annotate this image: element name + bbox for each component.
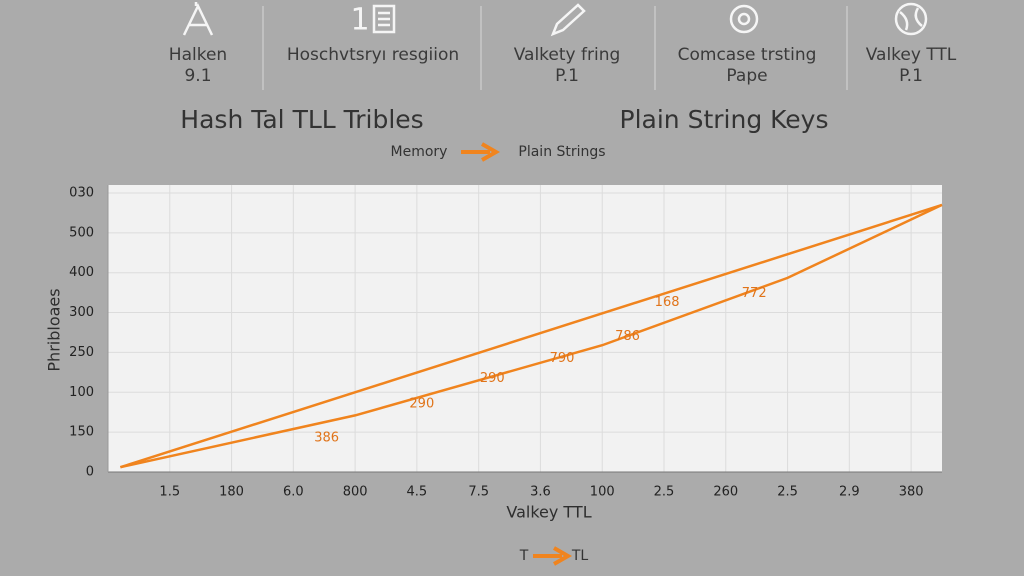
annotation: 772 [742, 286, 767, 301]
x-tick-label: 100 [590, 485, 615, 500]
x-tick-label: 4.5 [407, 485, 428, 500]
icon-text: 1 [350, 3, 369, 38]
x-tick-label: 7.5 [468, 485, 489, 500]
header-sub: P.1 [899, 66, 923, 86]
x-tick-label: 800 [343, 485, 368, 500]
footer-to: TL [571, 548, 589, 564]
header-sub: P.1 [555, 66, 579, 86]
header-sub: Pape [726, 66, 767, 86]
y-tick-label: 250 [69, 345, 94, 360]
header-label: Hoschvtsryı resgiion [287, 45, 459, 65]
y-tick-label: 0 [86, 465, 94, 480]
y-tick-label: 030 [69, 185, 94, 200]
y-tick-label: 400 [69, 265, 94, 280]
separators [262, 6, 848, 90]
x-tick-label: 180 [219, 485, 244, 500]
header-sub: 9.1 [184, 66, 211, 86]
plot-area [108, 185, 942, 472]
x-tick-label: 380 [899, 485, 924, 500]
line-series [120, 203, 943, 469]
globe-lines [899, 7, 923, 31]
doc-lines [378, 11, 390, 27]
footer-from: T [519, 548, 529, 564]
y-tick-label: 500 [69, 225, 94, 240]
doc-icon [372, 4, 396, 34]
line-series [119, 203, 943, 469]
x-tick-label: 2.5 [777, 485, 798, 500]
pencil-icon [550, 3, 586, 37]
x-tick-label: 3.6 [530, 485, 551, 500]
y-axis-label: Phribloaes [45, 288, 64, 371]
annotation: 786 [615, 329, 640, 344]
annotation: 290 [409, 397, 434, 412]
x-tick-label: 260 [713, 485, 738, 500]
header-label: Comcase trsting [678, 45, 817, 65]
x-tick-label: 1.5 [159, 485, 180, 500]
y-tick-label: 100 [69, 385, 94, 400]
x-tick-label: 2.9 [839, 485, 860, 500]
x-tick-label: 6.0 [283, 485, 304, 500]
y-tick-label: 150 [69, 425, 94, 440]
annotation: 290 [480, 371, 505, 386]
compass-icon [182, 2, 214, 36]
annotation: 386 [314, 431, 339, 446]
gear-icon [729, 4, 759, 34]
x-tick-label: 2.5 [654, 485, 675, 500]
flow-to: Plain Strings [518, 144, 605, 160]
annotation: 790 [550, 351, 575, 366]
title: Plain String Keys [620, 105, 829, 134]
header-label: Halken [169, 45, 227, 65]
footer-arrow [533, 546, 573, 566]
gear-core [737, 12, 751, 26]
globe-icon [894, 2, 928, 36]
header-label: Valkey TTL [866, 45, 957, 65]
x-axis-label: Valkey TTL [506, 503, 591, 522]
title: Hash Tal TLL Tribles [180, 105, 423, 134]
flow-from: Memory [391, 144, 448, 160]
header-label: Valkety fring [514, 45, 621, 65]
y-tick-label: 300 [69, 305, 94, 320]
annotation: 168 [655, 295, 680, 310]
icons [182, 2, 928, 37]
flow-arrow [461, 142, 501, 162]
